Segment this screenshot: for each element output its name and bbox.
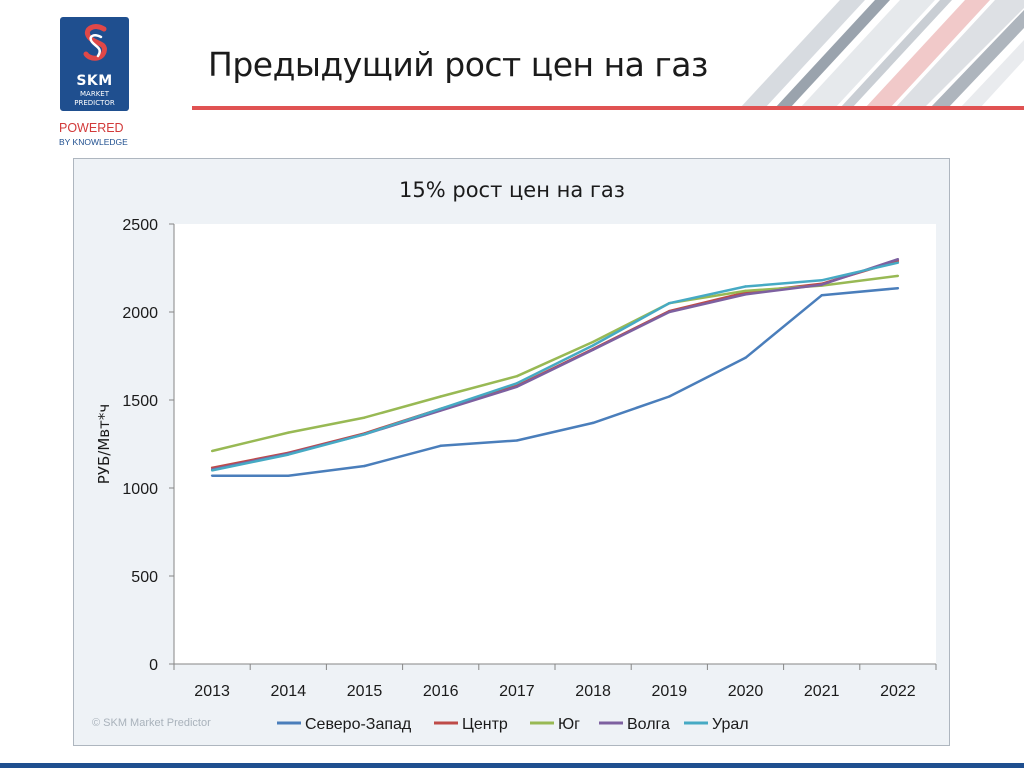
series-layer	[210, 258, 900, 477]
page-title: Предыдущий рост цен на газ	[208, 45, 708, 84]
data-point	[896, 287, 900, 290]
x-tick-label: 2015	[347, 683, 383, 700]
legend-item: Волга	[599, 716, 670, 733]
x-tick-label: 2021	[804, 683, 840, 700]
data-point	[820, 294, 823, 297]
legend-item: Центр	[434, 716, 508, 733]
data-point	[210, 449, 214, 453]
data-point	[668, 395, 671, 398]
data-point	[668, 310, 671, 314]
line-chart: 15% рост цен на газ 0 500 1000 1500 2000 2500…	[92, 178, 937, 733]
legend-label: Центр	[462, 716, 508, 733]
legend-item: Северо-Запад	[277, 716, 412, 733]
data-point	[515, 439, 519, 442]
y-tick-label: 2500	[122, 217, 158, 234]
series-line-5	[211, 261, 899, 472]
y-tick-label: 1000	[122, 481, 158, 498]
logo-tagline: MARKET PREDICTOR	[60, 90, 129, 108]
skm-logo: SKM MARKET PREDICTOR	[60, 17, 129, 111]
data-point	[210, 474, 214, 477]
series-line-3	[211, 274, 899, 453]
data-point	[363, 433, 366, 436]
data-point	[439, 444, 442, 447]
chart-title: 15% рост цен на газ	[399, 178, 625, 202]
legend-item: Урал	[684, 716, 749, 733]
legend: Северо-Запад Центр Юг Волга Урал	[277, 716, 749, 733]
x-axis: 2013 2014 2015 2016 2017 2018 2019 2020 2021 2022	[173, 663, 937, 700]
data-point	[744, 293, 747, 296]
data-point	[287, 453, 290, 456]
logo-name: SKM	[76, 73, 113, 89]
data-point	[591, 421, 595, 425]
legend-label: Северо-Запад	[305, 716, 412, 733]
series-line-1	[212, 286, 899, 477]
data-point	[591, 348, 595, 352]
legend-label: Урал	[712, 716, 749, 733]
x-tick-label: 2013	[194, 683, 230, 700]
data-point	[210, 469, 214, 472]
header-stripes-decoration	[740, 0, 1024, 108]
x-tick-label: 2019	[652, 683, 688, 700]
data-point	[439, 395, 442, 398]
data-point	[287, 474, 290, 477]
plot-area	[174, 224, 936, 664]
y-axis-label: РУБ/Мвт*ч	[95, 404, 113, 484]
chart-panel: 15% рост цен на газ 0 500 1000 1500 2000 2500…	[73, 158, 950, 746]
y-tick-label: 0	[149, 657, 158, 674]
data-point	[820, 279, 823, 282]
data-point	[820, 283, 823, 286]
x-tick-label: 2017	[499, 683, 535, 700]
data-point	[896, 258, 900, 261]
data-point	[363, 416, 366, 419]
logo-tagline-line2: PREDICTOR	[74, 99, 115, 107]
data-point	[744, 289, 747, 293]
data-point	[591, 344, 595, 347]
y-axis: 0 500 1000 1500 2000 2500	[122, 217, 175, 674]
bottom-bar	[0, 763, 1024, 768]
data-point	[439, 407, 442, 410]
y-tick-label: 1500	[122, 393, 158, 410]
powered-text: POWERED	[59, 121, 124, 135]
legend-label: Волга	[627, 716, 670, 733]
data-point	[896, 261, 900, 264]
title-divider	[192, 106, 1024, 110]
x-tick-label: 2022	[880, 683, 916, 700]
data-point	[515, 382, 519, 385]
y-tick-label: 2000	[122, 305, 158, 322]
legend-label: Юг	[558, 716, 580, 733]
x-tick-label: 2018	[575, 683, 611, 700]
skm-s-mark-icon	[83, 24, 107, 61]
data-point	[744, 356, 747, 359]
x-tick-label: 2014	[271, 683, 307, 700]
data-point	[363, 464, 366, 468]
x-tick-label: 2020	[728, 683, 764, 700]
data-point	[896, 274, 900, 278]
data-point	[515, 385, 519, 388]
logo-tagline-line1: MARKET	[80, 90, 109, 98]
data-point	[668, 302, 671, 305]
data-point	[515, 375, 519, 378]
data-point	[591, 340, 595, 344]
legend-item: Юг	[530, 716, 580, 733]
watermark: © SKM Market Predictor	[92, 717, 211, 729]
y-tick-label: 500	[131, 569, 158, 586]
data-point	[744, 285, 747, 288]
x-tick-label: 2016	[423, 683, 459, 700]
by-knowledge-text: BY KNOWLEDGE	[59, 137, 128, 147]
data-point	[287, 431, 290, 434]
